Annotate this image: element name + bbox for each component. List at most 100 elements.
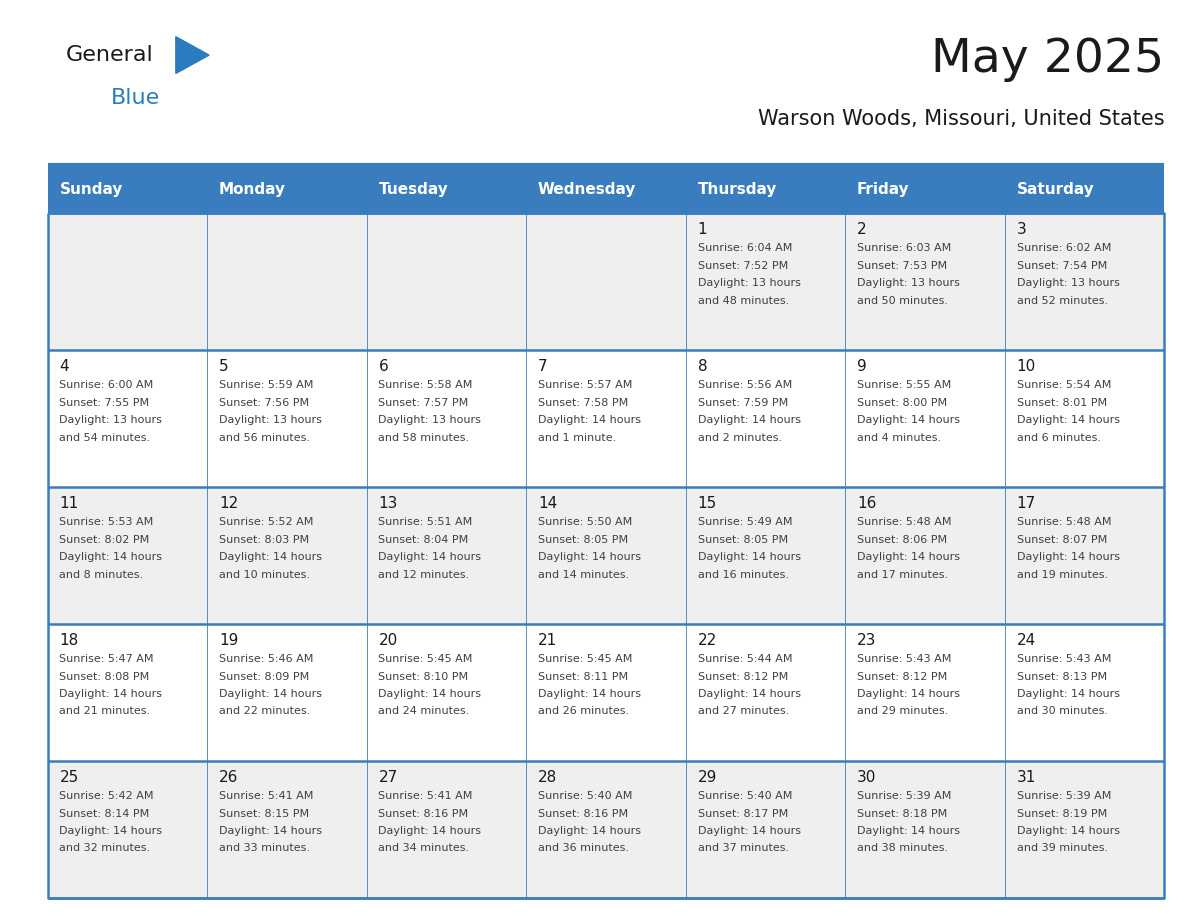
- Text: and 27 minutes.: and 27 minutes.: [697, 707, 789, 716]
- Text: Sunrise: 5:47 AM: Sunrise: 5:47 AM: [59, 655, 154, 664]
- Text: and 26 minutes.: and 26 minutes.: [538, 707, 630, 716]
- Text: Sunrise: 6:04 AM: Sunrise: 6:04 AM: [697, 243, 792, 253]
- Text: Wednesday: Wednesday: [538, 182, 637, 196]
- Text: Daylight: 13 hours: Daylight: 13 hours: [59, 415, 163, 425]
- Text: Monday: Monday: [219, 182, 286, 196]
- Text: Daylight: 14 hours: Daylight: 14 hours: [1017, 689, 1119, 699]
- Text: and 8 minutes.: and 8 minutes.: [59, 569, 144, 579]
- Text: Daylight: 14 hours: Daylight: 14 hours: [697, 689, 801, 699]
- Text: Sunrise: 5:51 AM: Sunrise: 5:51 AM: [379, 517, 473, 527]
- Text: Sunrise: 5:55 AM: Sunrise: 5:55 AM: [857, 380, 952, 390]
- Text: and 50 minutes.: and 50 minutes.: [857, 296, 948, 306]
- Text: Sunrise: 5:59 AM: Sunrise: 5:59 AM: [219, 380, 314, 390]
- Text: and 24 minutes.: and 24 minutes.: [379, 707, 469, 716]
- Text: Sunset: 8:09 PM: Sunset: 8:09 PM: [219, 672, 309, 681]
- Text: 6: 6: [379, 359, 388, 375]
- Text: Sunset: 7:53 PM: Sunset: 7:53 PM: [857, 261, 947, 271]
- Text: Sunrise: 5:40 AM: Sunrise: 5:40 AM: [538, 791, 632, 801]
- Text: Daylight: 14 hours: Daylight: 14 hours: [379, 552, 481, 562]
- Text: 25: 25: [59, 770, 78, 785]
- Text: and 14 minutes.: and 14 minutes.: [538, 569, 630, 579]
- Text: Daylight: 14 hours: Daylight: 14 hours: [379, 826, 481, 836]
- Text: Sunset: 8:03 PM: Sunset: 8:03 PM: [219, 534, 309, 544]
- Text: Daylight: 14 hours: Daylight: 14 hours: [538, 689, 642, 699]
- Text: Tuesday: Tuesday: [379, 182, 448, 196]
- Text: Daylight: 13 hours: Daylight: 13 hours: [697, 278, 801, 288]
- Text: Sunrise: 5:41 AM: Sunrise: 5:41 AM: [379, 791, 473, 801]
- Text: Sunset: 8:00 PM: Sunset: 8:00 PM: [857, 397, 947, 408]
- Text: 17: 17: [1017, 496, 1036, 511]
- Text: and 4 minutes.: and 4 minutes.: [857, 432, 941, 442]
- Text: 30: 30: [857, 770, 877, 785]
- Text: Sunset: 8:15 PM: Sunset: 8:15 PM: [219, 809, 309, 819]
- Text: General: General: [65, 45, 153, 65]
- Text: and 10 minutes.: and 10 minutes.: [219, 569, 310, 579]
- Text: 29: 29: [697, 770, 716, 785]
- Text: Sunrise: 5:42 AM: Sunrise: 5:42 AM: [59, 791, 154, 801]
- Text: Sunset: 7:59 PM: Sunset: 7:59 PM: [697, 397, 788, 408]
- Text: Sunset: 7:57 PM: Sunset: 7:57 PM: [379, 397, 469, 408]
- Text: Daylight: 14 hours: Daylight: 14 hours: [219, 689, 322, 699]
- Text: Sunrise: 5:57 AM: Sunrise: 5:57 AM: [538, 380, 632, 390]
- Text: 16: 16: [857, 496, 877, 511]
- Text: 12: 12: [219, 496, 238, 511]
- Text: and 30 minutes.: and 30 minutes.: [1017, 707, 1107, 716]
- Text: and 37 minutes.: and 37 minutes.: [697, 844, 789, 854]
- Bar: [48, 624, 1164, 761]
- Text: Warson Woods, Missouri, United States: Warson Woods, Missouri, United States: [758, 109, 1164, 129]
- Text: Sunrise: 5:41 AM: Sunrise: 5:41 AM: [219, 791, 314, 801]
- Text: 19: 19: [219, 633, 239, 648]
- Text: Sunrise: 5:44 AM: Sunrise: 5:44 AM: [697, 655, 792, 664]
- Text: 18: 18: [59, 633, 78, 648]
- Text: Sunrise: 6:02 AM: Sunrise: 6:02 AM: [1017, 243, 1111, 253]
- Text: 4: 4: [59, 359, 69, 375]
- Text: Blue: Blue: [110, 88, 159, 108]
- Text: Sunday: Sunday: [59, 182, 122, 196]
- Text: 28: 28: [538, 770, 557, 785]
- Text: Sunrise: 6:03 AM: Sunrise: 6:03 AM: [857, 243, 952, 253]
- Text: 2: 2: [857, 222, 867, 237]
- Text: and 56 minutes.: and 56 minutes.: [219, 432, 310, 442]
- Text: 21: 21: [538, 633, 557, 648]
- Text: Sunrise: 5:48 AM: Sunrise: 5:48 AM: [857, 517, 952, 527]
- Text: and 21 minutes.: and 21 minutes.: [59, 707, 151, 716]
- Text: Daylight: 14 hours: Daylight: 14 hours: [697, 826, 801, 836]
- Text: Sunset: 7:56 PM: Sunset: 7:56 PM: [219, 397, 309, 408]
- Text: Sunset: 8:10 PM: Sunset: 8:10 PM: [379, 672, 468, 681]
- Text: Sunset: 8:16 PM: Sunset: 8:16 PM: [379, 809, 468, 819]
- Text: Sunrise: 5:43 AM: Sunrise: 5:43 AM: [857, 655, 952, 664]
- Text: 23: 23: [857, 633, 877, 648]
- Text: Sunset: 7:58 PM: Sunset: 7:58 PM: [538, 397, 628, 408]
- Text: Sunset: 8:07 PM: Sunset: 8:07 PM: [1017, 534, 1107, 544]
- Text: and 16 minutes.: and 16 minutes.: [697, 569, 789, 579]
- Text: Daylight: 14 hours: Daylight: 14 hours: [538, 826, 642, 836]
- Text: Sunrise: 5:43 AM: Sunrise: 5:43 AM: [1017, 655, 1111, 664]
- Text: 27: 27: [379, 770, 398, 785]
- Text: and 6 minutes.: and 6 minutes.: [1017, 432, 1100, 442]
- Text: Daylight: 14 hours: Daylight: 14 hours: [59, 552, 163, 562]
- Text: 22: 22: [697, 633, 716, 648]
- Text: Sunset: 8:16 PM: Sunset: 8:16 PM: [538, 809, 628, 819]
- Text: Daylight: 14 hours: Daylight: 14 hours: [697, 552, 801, 562]
- Text: Sunset: 8:06 PM: Sunset: 8:06 PM: [857, 534, 947, 544]
- Text: Daylight: 14 hours: Daylight: 14 hours: [219, 552, 322, 562]
- Text: and 17 minutes.: and 17 minutes.: [857, 569, 948, 579]
- Text: and 34 minutes.: and 34 minutes.: [379, 844, 469, 854]
- Text: Sunset: 7:52 PM: Sunset: 7:52 PM: [697, 261, 788, 271]
- Text: Sunset: 7:55 PM: Sunset: 7:55 PM: [59, 397, 150, 408]
- Text: and 39 minutes.: and 39 minutes.: [1017, 844, 1107, 854]
- Text: and 2 minutes.: and 2 minutes.: [697, 432, 782, 442]
- Text: Daylight: 14 hours: Daylight: 14 hours: [59, 689, 163, 699]
- Text: Sunrise: 5:40 AM: Sunrise: 5:40 AM: [697, 791, 792, 801]
- Text: Sunrise: 5:39 AM: Sunrise: 5:39 AM: [1017, 791, 1111, 801]
- Text: Daylight: 13 hours: Daylight: 13 hours: [219, 415, 322, 425]
- Text: Sunset: 8:18 PM: Sunset: 8:18 PM: [857, 809, 947, 819]
- Text: Thursday: Thursday: [697, 182, 777, 196]
- Text: Daylight: 14 hours: Daylight: 14 hours: [697, 415, 801, 425]
- Text: May 2025: May 2025: [931, 37, 1164, 83]
- Text: and 29 minutes.: and 29 minutes.: [857, 707, 948, 716]
- Text: Sunrise: 5:48 AM: Sunrise: 5:48 AM: [1017, 517, 1111, 527]
- Text: Sunset: 8:02 PM: Sunset: 8:02 PM: [59, 534, 150, 544]
- Text: 31: 31: [1017, 770, 1036, 785]
- Text: Sunrise: 5:45 AM: Sunrise: 5:45 AM: [379, 655, 473, 664]
